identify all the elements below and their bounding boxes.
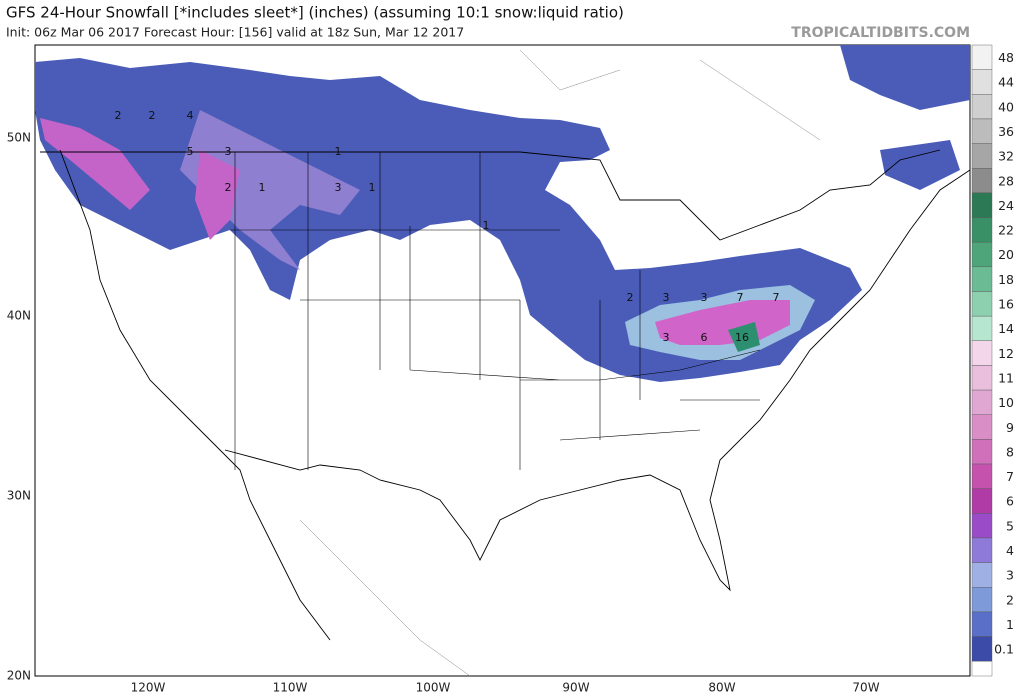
latitude-label: 40N [7, 309, 31, 323]
latitude-label: 30N [7, 489, 31, 503]
colorbar-label: 40 [998, 99, 1014, 114]
watermark: TROPICALTIDBITS.COM [791, 25, 970, 41]
colorbar-label: 10 [998, 395, 1014, 410]
colorbar-swatch [971, 537, 993, 563]
contour-label: 3 [225, 145, 232, 158]
colorbar-swatch [971, 365, 993, 391]
contour-label: 3 [663, 291, 670, 304]
colorbar-swatch [971, 168, 993, 194]
colorbar-swatch [971, 389, 993, 415]
contour-label: 1 [369, 181, 376, 194]
colorbar-label: 7 [1006, 469, 1014, 484]
snow-field [880, 140, 960, 190]
colorbar-swatch [971, 513, 993, 539]
colorbar-label: 22 [998, 223, 1014, 238]
colorbar-label: 5 [1006, 518, 1014, 533]
colorbar-label: 1 [1006, 617, 1014, 632]
map-area [34, 44, 971, 677]
colorbar-label: 44 [998, 75, 1014, 90]
colorbar-label: 24 [998, 198, 1014, 213]
colorbar-label: 11 [998, 370, 1014, 385]
colorbar-swatch [971, 266, 993, 292]
contour-label: 1 [483, 219, 490, 232]
colorbar-label: 9 [1006, 420, 1014, 435]
colorbar-swatch [971, 661, 993, 677]
contour-label: 3 [701, 291, 708, 304]
colorbar-swatch [971, 611, 993, 637]
longitude-label: 100W [416, 681, 451, 695]
colorbar-swatch [971, 241, 993, 268]
colorbar-swatch [971, 192, 993, 218]
colorbar-swatch [971, 439, 993, 465]
longitude-label: 110W [273, 681, 308, 695]
colorbar-label: 14 [998, 321, 1014, 336]
colorbar-label: 0.1 [994, 642, 1014, 657]
colorbar-swatch [971, 94, 993, 120]
colorbar-label: 28 [998, 173, 1014, 188]
colorbar-label: 6 [1006, 494, 1014, 509]
colorbar-swatch [971, 143, 993, 169]
colorbar-label: 8 [1006, 444, 1014, 459]
longitude-label: 120W [131, 681, 166, 695]
colorbar-label: 20 [998, 247, 1014, 262]
longitude-label: 70W [852, 681, 879, 695]
colorbar-label: 3 [1006, 568, 1014, 583]
latitude-label: 20N [7, 669, 31, 683]
contour-label: 2 [149, 109, 156, 122]
colorbar-swatch [971, 463, 993, 489]
contour-label: 2 [225, 181, 232, 194]
colorbar-swatch [971, 69, 993, 95]
colorbar-label: 18 [998, 272, 1014, 287]
contour-label: 1 [259, 181, 266, 194]
latitude-label: 50N [7, 131, 31, 145]
contour-labels: 2 2 4 5 3 2 1 1 3 1 1 2 3 3 7 7 3 6 16 [115, 109, 780, 344]
colorbar-swatch [971, 636, 993, 662]
longitude-label: 90W [562, 681, 589, 695]
colorbar-swatch [971, 118, 993, 144]
map-subtitle: Init: 06z Mar 06 2017 Forecast Hour: [15… [6, 25, 464, 40]
colorbar-swatch [971, 414, 993, 440]
contour-label: 7 [737, 291, 744, 304]
colorbar-swatch [971, 488, 993, 514]
map-title: GFS 24-Hour Snowfall [*includes sleet*] … [6, 4, 624, 22]
colorbar-swatch [971, 587, 993, 613]
snow-field [40, 118, 150, 210]
colorbar-swatch [971, 562, 993, 588]
colorbar-label: 32 [998, 149, 1014, 164]
colorbar-label: 16 [998, 297, 1014, 312]
snow-field [180, 110, 360, 270]
contour-label: 1 [335, 145, 342, 158]
contour-label: 3 [663, 331, 670, 344]
colorbar-swatch [971, 44, 993, 70]
contour-label: 16 [735, 331, 749, 344]
snow-field [195, 150, 240, 240]
colorbar-swatch [971, 291, 993, 317]
contour-label: 2 [627, 291, 634, 304]
contour-label: 4 [187, 109, 194, 122]
colorbar-label: 48 [998, 50, 1014, 65]
colorbar-label: 4 [1006, 543, 1014, 558]
axis-labels: 50N 40N 30N 20N 120W 110W 100W 90W 80W 70W [7, 131, 880, 695]
colorbar-swatch [971, 315, 993, 341]
colorbar-swatch [971, 217, 993, 243]
contour-label: 7 [773, 291, 780, 304]
colorbar-label: 2 [1006, 592, 1014, 607]
contour-label: 6 [701, 331, 708, 344]
colorbar-label: 36 [998, 124, 1014, 139]
contour-label: 5 [187, 145, 194, 158]
contour-label: 2 [115, 109, 122, 122]
colorbar-swatch [971, 340, 993, 366]
contour-label: 3 [335, 181, 342, 194]
colorbar: 4844403632282422201816141211109876543210… [971, 44, 1014, 677]
snow-field [840, 45, 970, 110]
colorbar-label: 12 [998, 346, 1014, 361]
snow-field [728, 322, 760, 352]
longitude-label: 80W [708, 681, 735, 695]
